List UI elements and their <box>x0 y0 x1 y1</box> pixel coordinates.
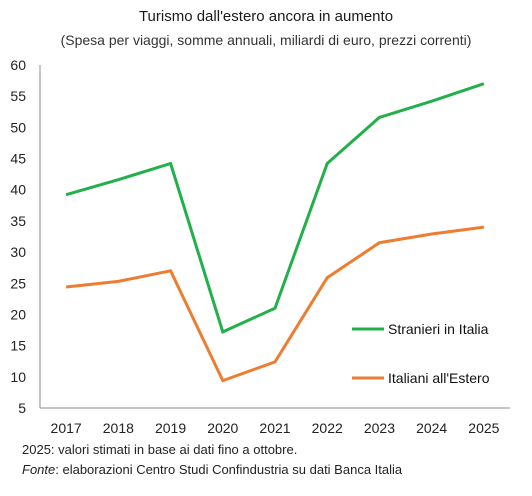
source-text: : elaborazioni Centro Studi Confindustri… <box>55 462 403 477</box>
y-tick-label: 15 <box>10 338 26 354</box>
x-tick-label: 2018 <box>103 420 134 436</box>
x-tick-label: 2024 <box>416 420 447 436</box>
source-label: Fonte <box>22 462 56 477</box>
footnote-source: Fonte: elaborazioni Centro Studi Confind… <box>22 462 402 477</box>
y-tick-label: 60 <box>10 57 26 73</box>
series-layer <box>65 82 485 383</box>
y-tick-label: 30 <box>10 244 26 260</box>
y-tick-label: 45 <box>10 151 26 167</box>
legend: Stranieri in Italia Italiani all'Estero <box>352 321 490 386</box>
x-tick-label: 2022 <box>312 420 343 436</box>
y-tick-label: 5 <box>18 400 26 416</box>
y-tick-label: 55 <box>10 88 26 104</box>
x-tick-label: 2025 <box>468 420 499 436</box>
chart-subtitle: (Spesa per viaggi, somme annuali, miliar… <box>60 32 472 48</box>
legend-label: Italiani all'Estero <box>388 370 490 386</box>
chart-title: Turismo dall'estero ancora in aumento <box>138 8 394 25</box>
footnote-estimate: 2025: valori stimati in base ai dati fin… <box>22 442 298 457</box>
x-tick-label: 2021 <box>259 420 290 436</box>
y-tick-label: 10 <box>10 369 26 385</box>
y-tick-label: 35 <box>10 213 26 229</box>
x-tick-labels: 2017 2018 2019 2020 2021 2022 2023 2024 2025 <box>51 420 500 436</box>
y-tick-label: 20 <box>10 306 26 322</box>
y-tick-labels: 5 10 15 20 25 30 35 40 45 50 55 60 <box>10 57 26 416</box>
x-tick-label: 2019 <box>155 420 186 436</box>
y-tick-label: 40 <box>10 182 26 198</box>
series-line <box>65 225 485 383</box>
series-line <box>65 82 485 334</box>
legend-label: Stranieri in Italia <box>388 321 489 337</box>
y-tick-label: 50 <box>10 119 26 135</box>
y-tick-label: 25 <box>10 275 26 291</box>
x-tick-label: 2023 <box>364 420 395 436</box>
axes <box>39 65 510 409</box>
x-tick-label: 2017 <box>51 420 82 436</box>
x-tick-label: 2020 <box>207 420 238 436</box>
